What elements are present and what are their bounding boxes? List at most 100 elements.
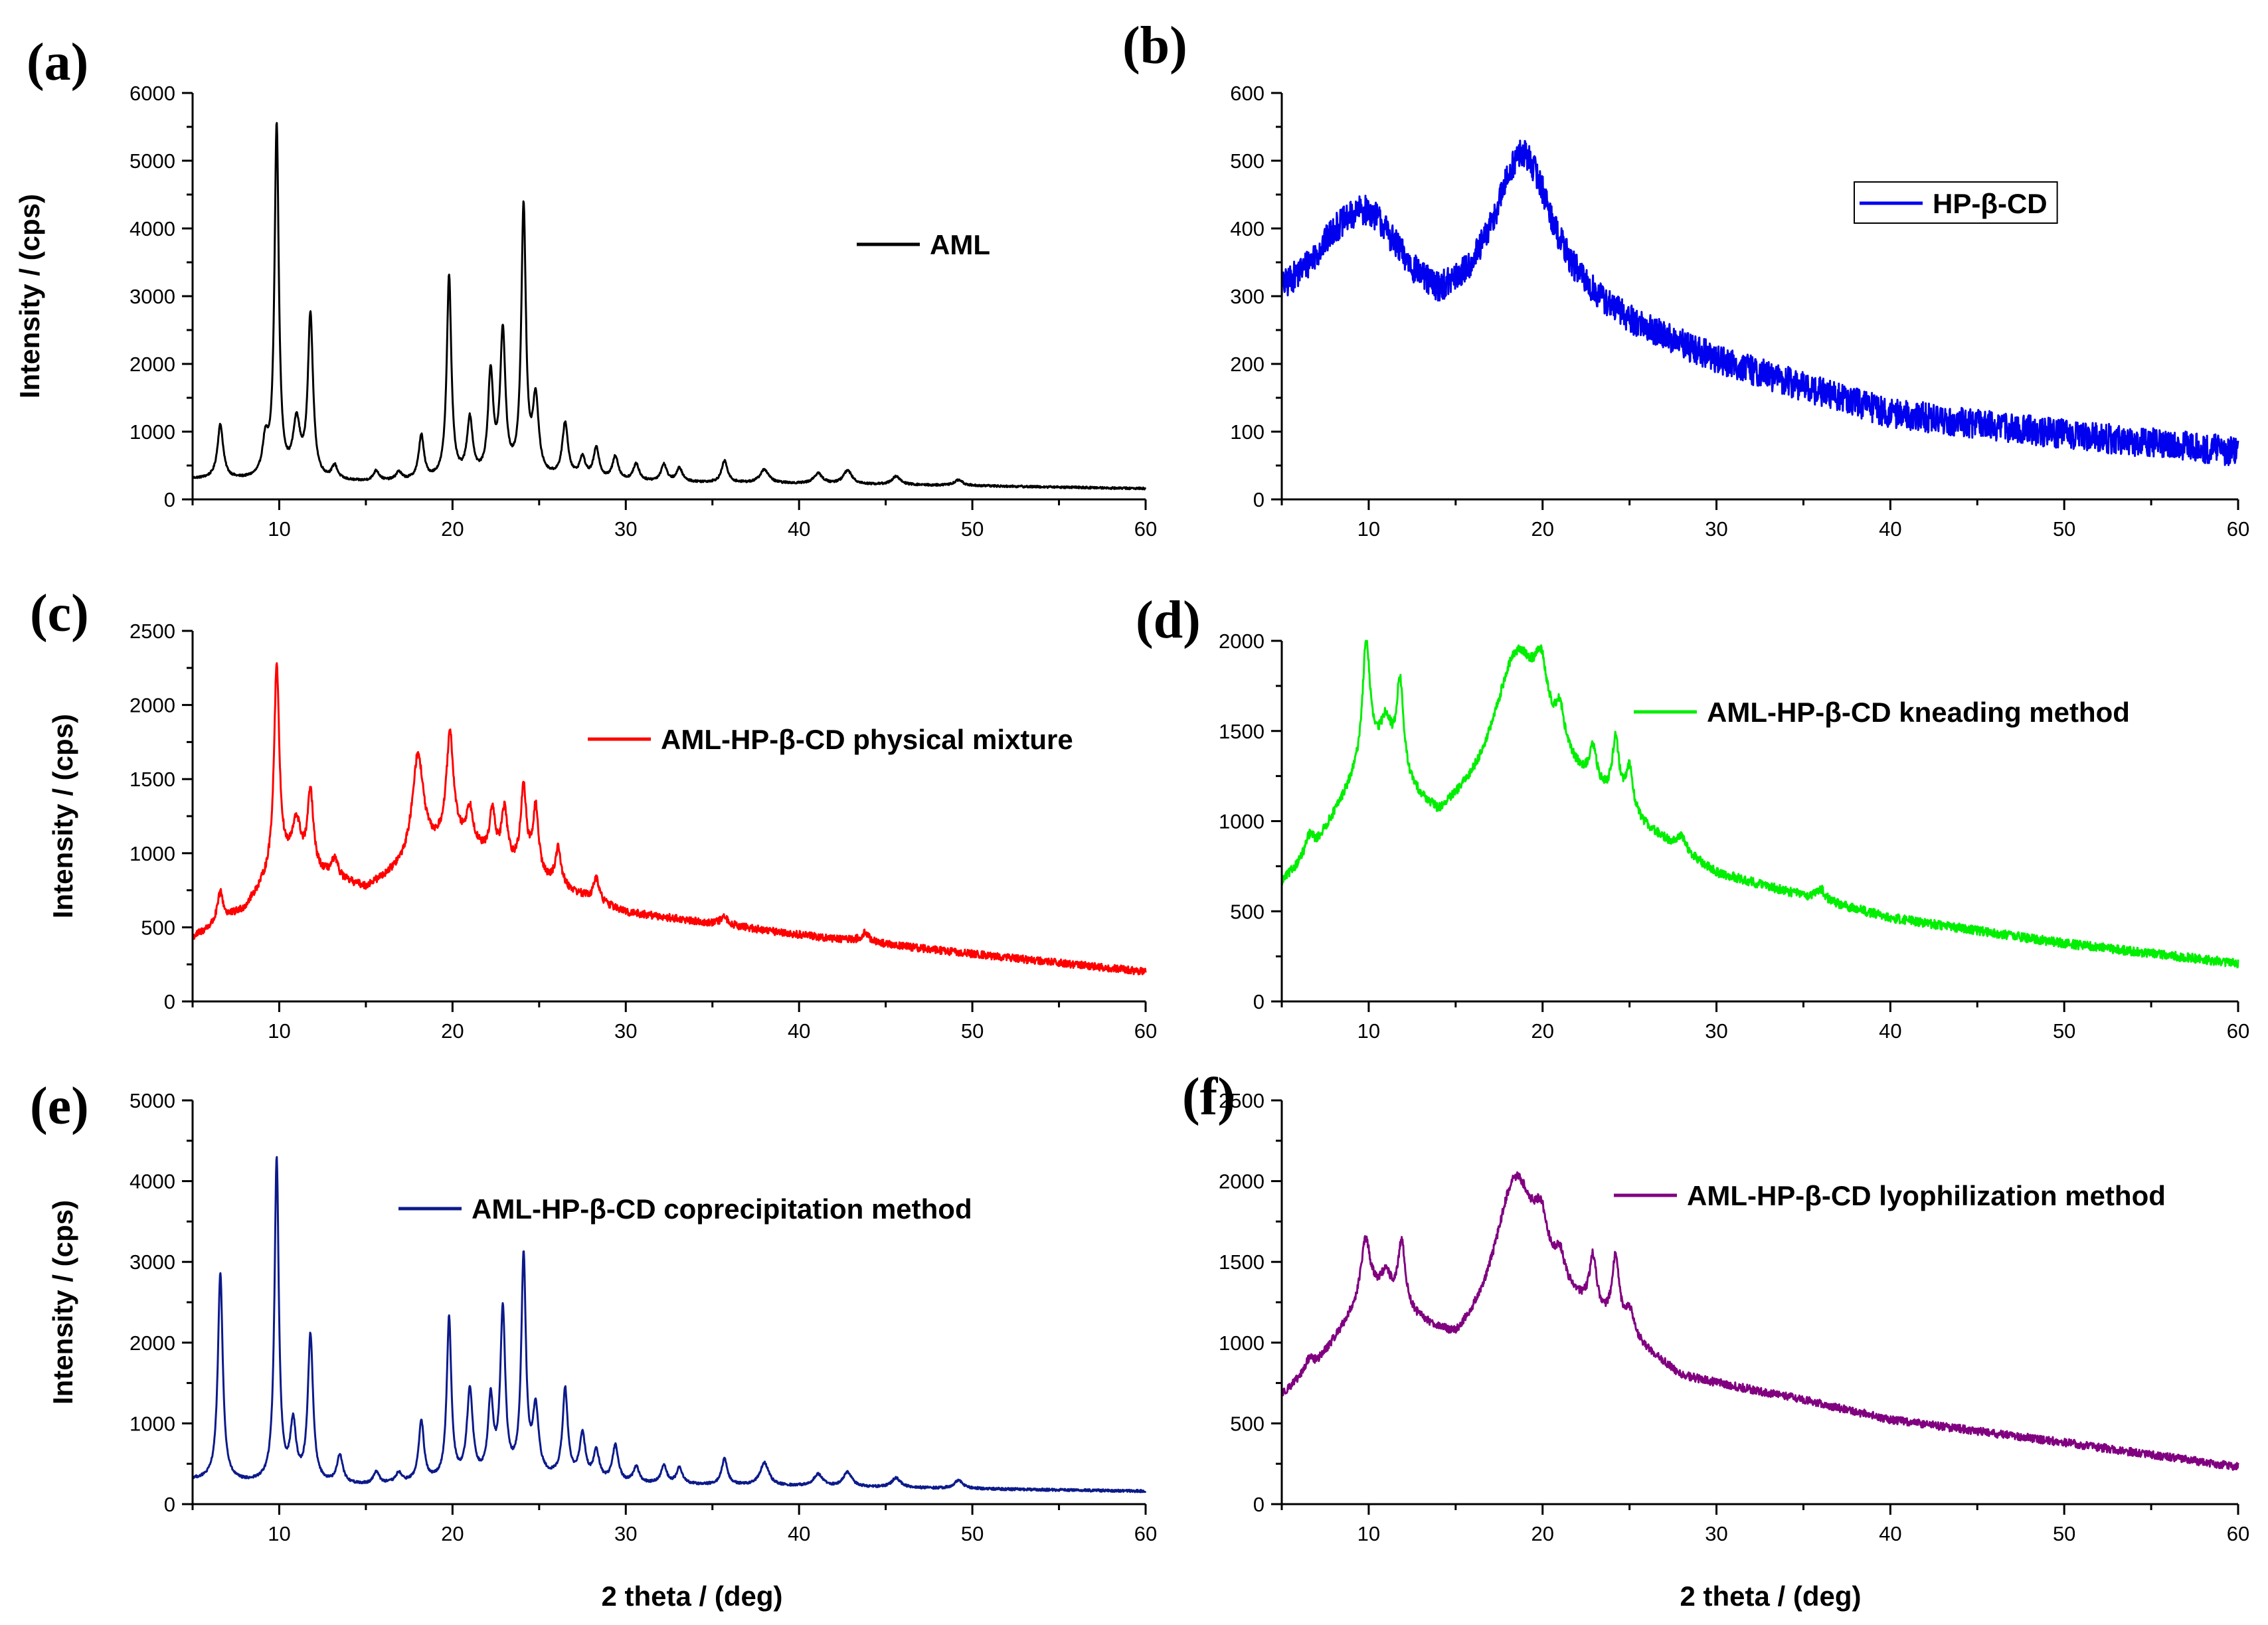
x-tick-label-f: 60 <box>2227 1522 2249 1545</box>
x-axis-title-right: 2 theta / (deg) <box>1680 1581 1861 1612</box>
x-tick-label-d: 40 <box>1879 1019 1901 1043</box>
x-tick-label-c: 40 <box>788 1019 810 1043</box>
y-tick-label-e: 3000 <box>130 1250 175 1274</box>
y-tick-label-b: 100 <box>1230 420 1265 444</box>
y-tick-label-b: 200 <box>1230 353 1265 376</box>
legend-frame-b <box>1854 181 2058 224</box>
panel-label-c: (c) <box>30 584 89 643</box>
x-tick-label-f: 20 <box>1531 1522 1553 1545</box>
legend-c: AML-HP-β-CD physical mixture <box>588 724 1073 755</box>
legend-label-f: AML-HP-β-CD lyophilization method <box>1687 1180 2166 1211</box>
x-tick-label-b: 60 <box>2227 517 2249 541</box>
x-tick-label-d: 60 <box>2227 1019 2249 1043</box>
legend-label-a: AML <box>930 229 990 260</box>
axes-e <box>191 1100 1146 1505</box>
panel-label-f: (f) <box>1182 1068 1235 1126</box>
axes-a <box>191 93 1146 501</box>
y-tick-label-f: 1000 <box>1219 1331 1265 1355</box>
y-tick-label-e: 5000 <box>130 1089 175 1112</box>
x-tick-label-a: 10 <box>268 517 290 541</box>
x-tick-label-c: 10 <box>268 1019 290 1043</box>
x-tick-label-a: 20 <box>441 517 464 541</box>
x-tick-label-e: 40 <box>788 1522 810 1545</box>
series-line-e <box>191 1155 1147 1494</box>
y-tick-label-f: 0 <box>1253 1493 1265 1516</box>
x-tick-label-d: 20 <box>1531 1019 1553 1043</box>
x-tick-label-f: 40 <box>1879 1522 1901 1545</box>
panel-label-e: (e) <box>30 1077 89 1136</box>
y-tick-label-a: 2000 <box>130 353 175 376</box>
y-tick-label-a: 5000 <box>130 149 175 173</box>
y-tick-label-d: 1500 <box>1219 720 1265 743</box>
y-axis-title-a: Intensity / (cps) <box>14 194 45 398</box>
x-tick-label-d: 30 <box>1705 1019 1727 1043</box>
legend-label-b: HP-β-CD <box>1933 188 2048 219</box>
legend-a: AML <box>857 229 990 260</box>
series-line-a <box>191 122 1147 491</box>
y-tick-label-c: 2500 <box>130 620 175 643</box>
x-tick-label-d: 50 <box>2053 1019 2075 1043</box>
x-tick-label-c: 30 <box>614 1019 637 1043</box>
y-tick-label-d: 0 <box>1253 990 1265 1013</box>
x-tick-label-d: 10 <box>1357 1019 1380 1043</box>
legend-label-c: AML-HP-β-CD physical mixture <box>661 724 1073 755</box>
x-tick-label-e: 60 <box>1134 1522 1157 1545</box>
y-tick-label-b: 400 <box>1230 217 1265 240</box>
x-axis-title-left: 2 theta / (deg) <box>601 1581 782 1612</box>
x-tick-label-c: 20 <box>441 1019 464 1043</box>
y-tick-label-a: 0 <box>164 488 175 511</box>
panel-c: 10 20 30 40 50 60 0 500 1000 1500 2000 2500 (c) AML-H… <box>30 584 1157 1043</box>
panel-e: 10 20 30 40 50 60 0 1000 2000 3000 4000 5000 (e) AML-… <box>30 1077 1157 1545</box>
y-tick-label-f: 500 <box>1230 1412 1265 1435</box>
y-tick-label-c: 0 <box>164 990 175 1013</box>
x-tick-label-f: 10 <box>1357 1522 1380 1545</box>
y-tick-label-e: 4000 <box>130 1170 175 1193</box>
series-line-c <box>192 662 1147 976</box>
legend-f: AML-HP-β-CD lyophilization method <box>1614 1180 2166 1211</box>
y-tick-label-c: 1000 <box>130 842 175 865</box>
y-tick-label-d: 500 <box>1230 900 1265 923</box>
x-tick-label-a: 50 <box>961 517 984 541</box>
series-line-f <box>1280 1171 2239 1471</box>
x-tick-label-b: 30 <box>1705 517 1727 541</box>
y-tick-label-c: 500 <box>141 916 175 939</box>
y-tick-label-d: 1000 <box>1219 810 1265 833</box>
y-axis-title-c: Intensity / (cps) <box>47 714 78 918</box>
x-tick-label-e: 50 <box>961 1522 984 1545</box>
x-tick-label-f: 30 <box>1705 1522 1727 1545</box>
y-tick-label-b: 0 <box>1253 488 1265 511</box>
y-tick-label-f: 1500 <box>1219 1250 1265 1274</box>
y-tick-label-f: 2000 <box>1219 1170 1265 1193</box>
x-tick-label-a: 60 <box>1134 517 1157 541</box>
panel-label-a: (a) <box>27 33 88 92</box>
y-tick-label-b: 600 <box>1230 82 1265 105</box>
series-line-b <box>1280 139 2239 466</box>
x-tick-label-e: 20 <box>441 1522 464 1545</box>
y-tick-label-b: 300 <box>1230 285 1265 308</box>
x-tick-label-a: 40 <box>788 517 810 541</box>
y-tick-label-c: 2000 <box>130 694 175 717</box>
y-tick-label-a: 1000 <box>130 420 175 444</box>
x-tick-label-b: 20 <box>1531 517 1553 541</box>
y-tick-label-e: 2000 <box>130 1331 175 1355</box>
y-tick-label-a: 6000 <box>130 82 175 105</box>
y-tick-label-f: 2500 <box>1219 1089 1265 1112</box>
legend-label-e: AML-HP-β-CD coprecipitation method <box>472 1193 972 1225</box>
x-tick-label-c: 50 <box>961 1019 984 1043</box>
legend-d: AML-HP-β-CD kneading method <box>1634 697 2130 728</box>
y-tick-label-a: 4000 <box>130 217 175 240</box>
x-tick-label-e: 10 <box>268 1522 290 1545</box>
panel-label-b: (b) <box>1122 17 1187 75</box>
panel-d: 10 20 30 40 50 60 0 500 1000 1500 2000 (d) AML-HP-β-… <box>1136 591 2249 1043</box>
x-tick-label-b: 40 <box>1879 517 1901 541</box>
y-tick-label-c: 1500 <box>130 768 175 791</box>
x-tick-label-b: 50 <box>2053 517 2075 541</box>
panel-a: 10 20 30 40 50 60 0 1000 2000 3000 4000 5000 6000 (a)… <box>14 33 1157 541</box>
series-line-d <box>1280 640 2239 969</box>
y-axis-title-e: Intensity / (cps) <box>47 1200 78 1405</box>
x-tick-label-e: 30 <box>614 1522 637 1545</box>
y-tick-label-e: 1000 <box>130 1412 175 1435</box>
axes-c <box>191 631 1146 1003</box>
panel-b: 10 20 30 40 50 600100200300400500600(b)HP-β-C… <box>1122 17 2249 541</box>
